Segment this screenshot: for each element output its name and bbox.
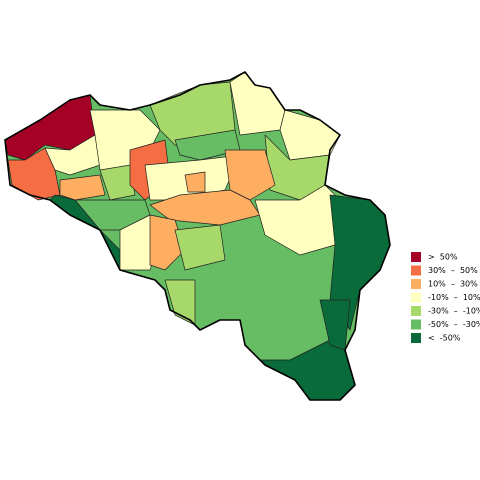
region (149, 214, 186, 271)
legend-swatch (411, 279, 421, 289)
legend-swatch (411, 319, 421, 330)
region (174, 129, 241, 161)
region (174, 224, 226, 271)
region (149, 189, 261, 226)
region (224, 149, 276, 201)
country-border (4, 71, 391, 401)
legend-label: > 50% (428, 253, 458, 262)
legend-label: 30% – 50% (428, 266, 478, 275)
legend-swatch (411, 252, 421, 262)
region (279, 109, 341, 161)
regions (4, 71, 391, 401)
legend-swatch (411, 306, 421, 316)
region (229, 71, 286, 136)
legend: > 50% 30% – 50% 10% – 30% -10% – 10% -30% – … (411, 252, 480, 343)
legend-label: -50% – -30% (428, 320, 480, 329)
legend-label: -10% – 10% (428, 293, 480, 302)
region (99, 164, 136, 201)
region (59, 174, 106, 201)
region (184, 171, 206, 193)
legend-label: -30% – -10% (428, 307, 480, 316)
legend-label: < -50% (428, 334, 461, 343)
legend-swatch (411, 265, 421, 276)
legend-label: 10% – 30% (428, 280, 478, 289)
legend-swatch (411, 333, 421, 343)
legend-swatch (411, 292, 421, 303)
